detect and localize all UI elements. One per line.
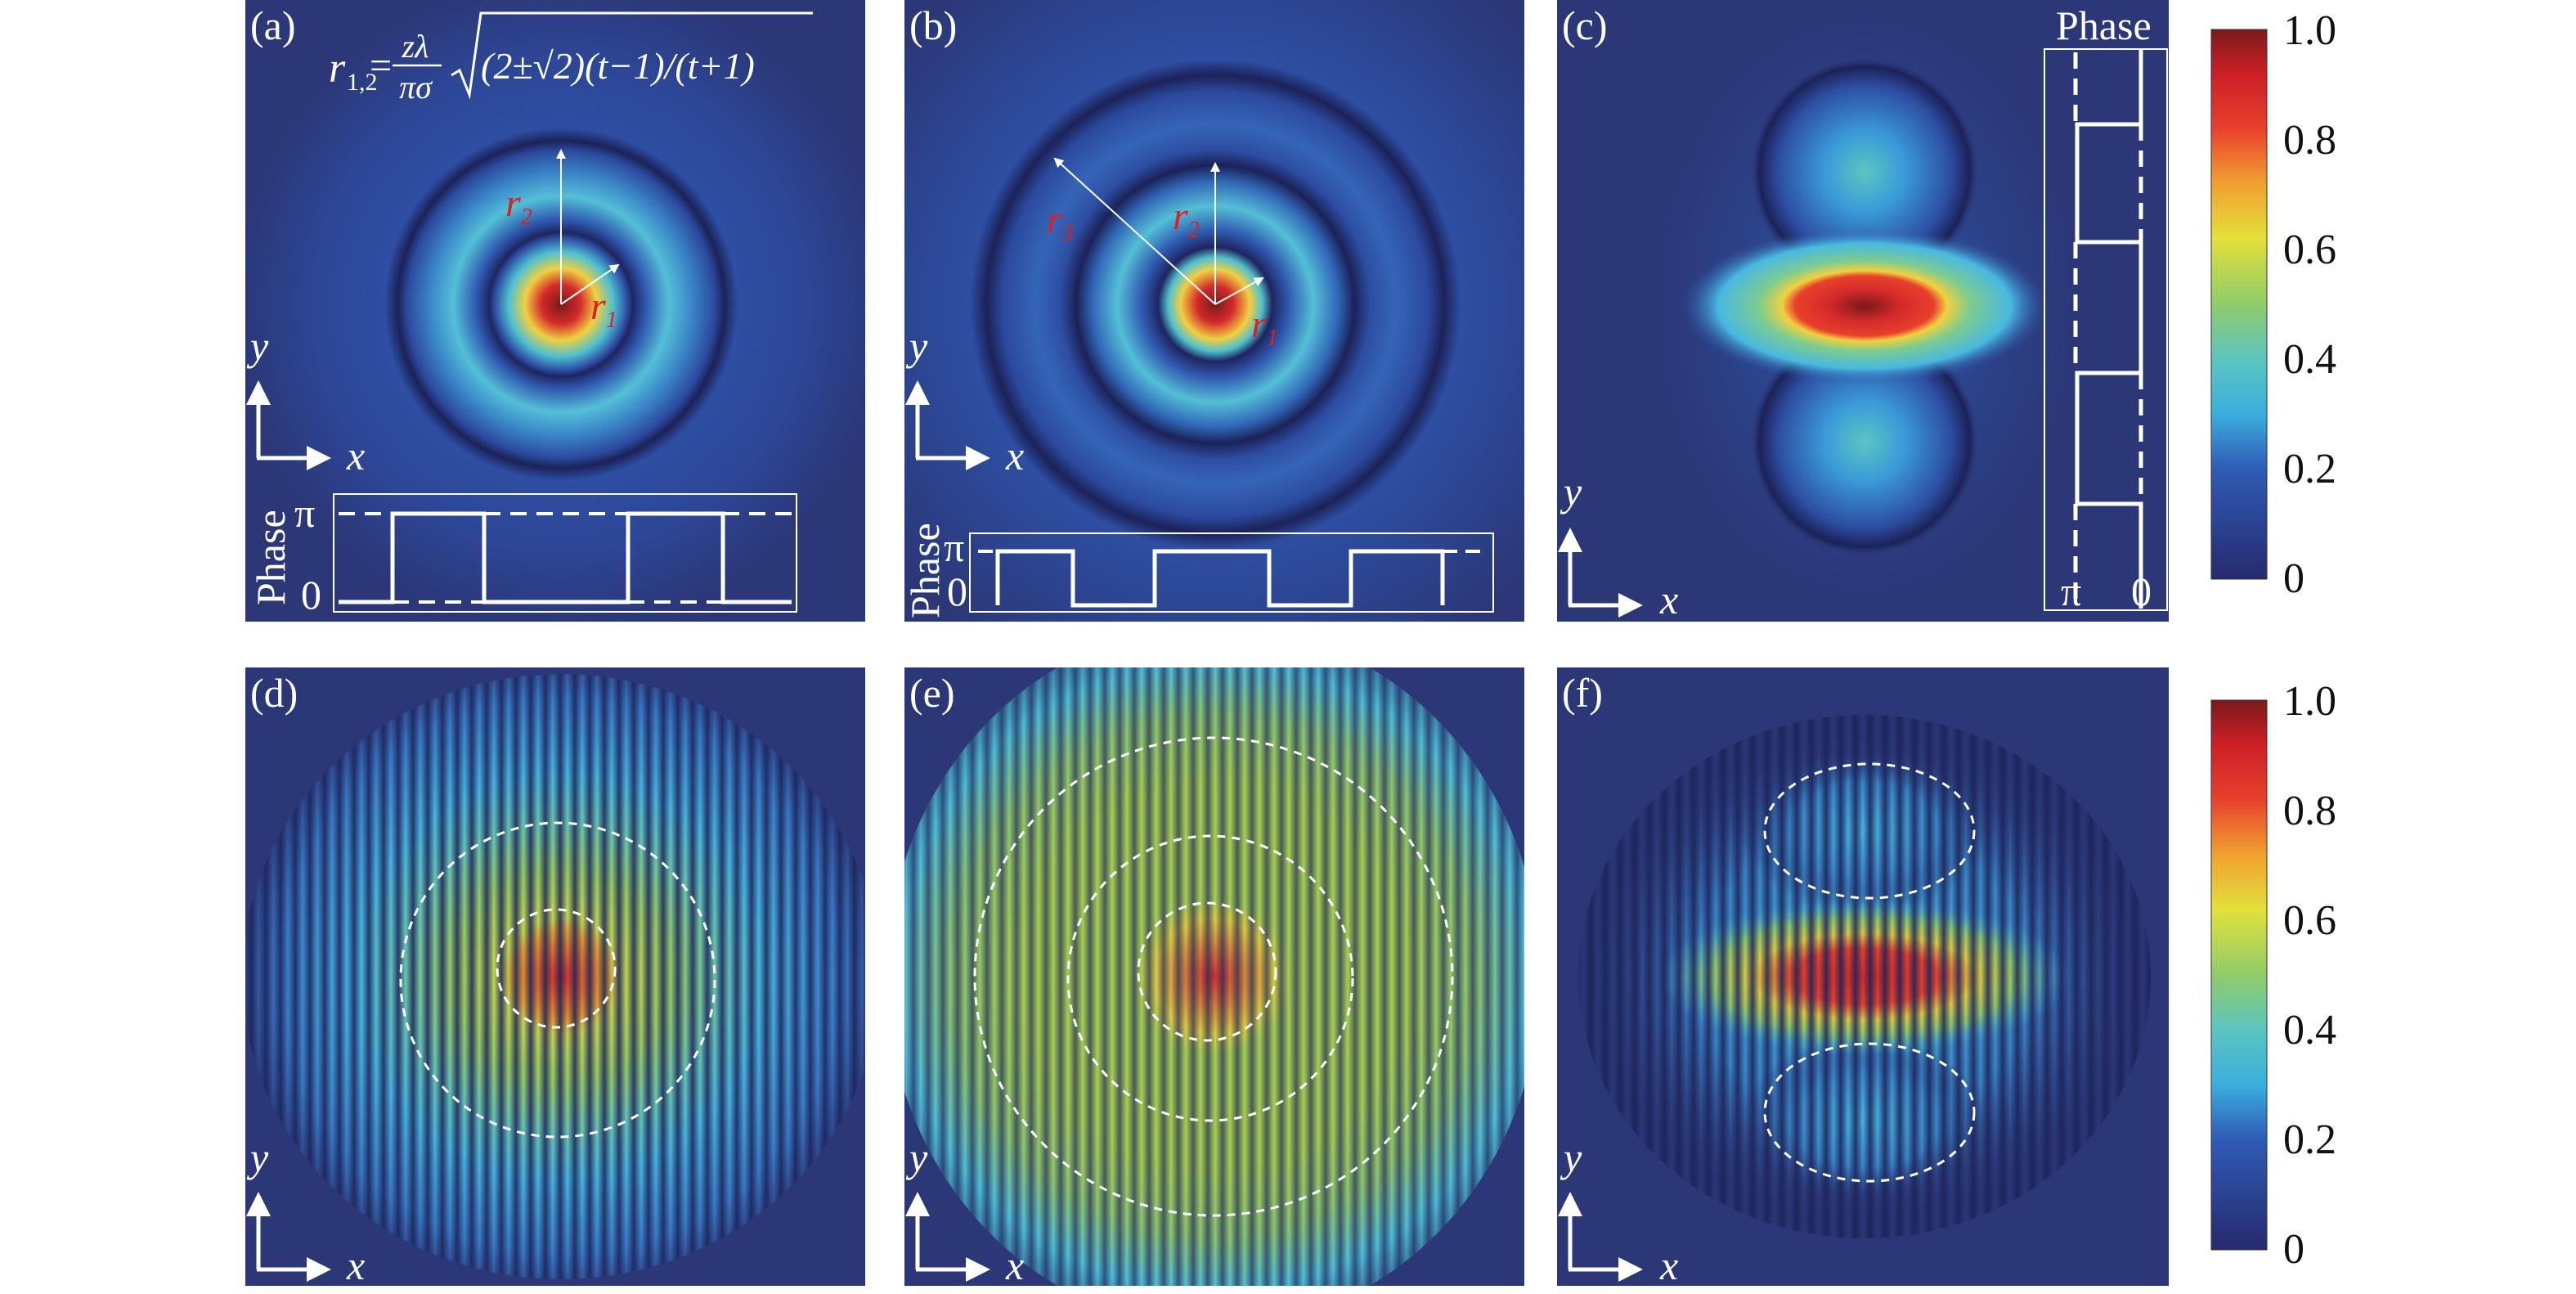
tick-0.6: 0.6	[2283, 227, 2336, 273]
tick-0.8: 0.8	[2283, 117, 2336, 164]
x-axis-label: x	[346, 433, 365, 479]
x-axis-label: x	[1005, 433, 1024, 479]
axes-indicator-b: y x	[905, 323, 1024, 479]
y-axis-label: y	[905, 323, 928, 369]
r3-arrow	[1053, 157, 1216, 305]
fringes-f	[1578, 715, 2151, 1238]
dashed-ring-outer	[399, 821, 716, 1139]
panel-f: (f) y x	[1557, 667, 2169, 1288]
x-axis-label: x	[346, 1242, 365, 1288]
r1-label-b: r1	[1251, 303, 1278, 351]
colorbar-top: 1.0 0.8 0.6 0.4 0.2 0	[2210, 7, 2336, 602]
phase-zero-label: 0	[947, 568, 967, 614]
x-axis-label: x	[1005, 1242, 1024, 1288]
panel-c: (c) y x Phase π 0	[1557, 0, 2169, 622]
y-axis-label: y	[246, 1134, 269, 1180]
tick-0.8: 0.8	[2283, 788, 2336, 834]
dashed-ellipse-upper	[1763, 762, 1976, 900]
phase-inset-a: π 0 Phase	[248, 490, 797, 618]
intensity-map-b	[904, 0, 1524, 622]
fringes-d	[245, 674, 865, 1279]
r2-label-b: r2	[1173, 195, 1200, 243]
phase-pi-label: π	[294, 490, 315, 536]
phase-zero-label: 0	[301, 572, 321, 618]
colorbar-ticks-top: 1.0 0.8 0.6 0.4 0.2 0	[2283, 7, 2336, 602]
tick-0.6: 0.6	[2283, 897, 2336, 944]
y-axis-label: y	[246, 323, 269, 369]
axes-indicator-f: y x	[1558, 1134, 1678, 1288]
phase-pi-label: π	[2061, 568, 2081, 614]
panel-label-c: (c)	[1562, 2, 1608, 48]
tick-0: 0	[2283, 1226, 2304, 1273]
lower-lobe	[1750, 327, 1979, 556]
axes-indicator-e: y x	[905, 1134, 1024, 1288]
tick-0.2: 0.2	[2283, 1117, 2336, 1163]
panel-a: (a) r 1,2 = zλ πσ (2±√2)(t−1)/(t+1) r2 r…	[245, 0, 865, 622]
axes-indicator-d: y x	[246, 1134, 365, 1288]
r1-arrow	[560, 263, 620, 305]
phase-zero-label: 0	[2131, 568, 2152, 614]
panel-b: (b) r3 r2 r1 y x π 0 Phase	[902, 0, 1524, 622]
tick-1.0: 1.0	[2283, 678, 2336, 725]
axes-indicator-c: y x	[1558, 469, 1678, 622]
tick-0: 0	[2283, 555, 2304, 602]
formula-denominator: πσ	[399, 69, 433, 106]
dashed-ring-inner	[1137, 901, 1277, 1042]
panel-d: (d) y x	[245, 667, 865, 1288]
r2-label: r2	[505, 182, 532, 230]
phase-title: Phase	[2056, 2, 2152, 48]
r1-arrow-b	[1214, 277, 1264, 305]
tick-0.2: 0.2	[2283, 446, 2336, 492]
y-axis-label: y	[905, 1134, 928, 1180]
formula-numerator: zλ	[402, 28, 429, 65]
formula-lhs-sub: 1,2	[347, 69, 378, 96]
x-axis-label: x	[1659, 1242, 1678, 1288]
panel-label-d: (d)	[250, 670, 298, 716]
phase-pi-label: π	[944, 524, 964, 570]
panel-label-b: (b)	[909, 2, 957, 48]
panel-label-f: (f)	[1562, 670, 1603, 716]
formula-equals: =	[370, 44, 392, 88]
panel-label-a: (a)	[250, 2, 296, 48]
central-spot	[1681, 227, 2048, 384]
colorbar-ticks-bottom: 1.0 0.8 0.6 0.4 0.2 0	[2283, 678, 2336, 1273]
r3-label: r3	[1047, 198, 1074, 246]
tick-1.0: 1.0	[2283, 7, 2336, 54]
y-axis-label: y	[1560, 1134, 1582, 1180]
x-axis-label: x	[1659, 577, 1678, 622]
intensity-map-a	[245, 0, 865, 622]
panel-label-e: (e)	[909, 670, 955, 716]
axes-indicator-a: y x	[246, 323, 365, 479]
colorbar-bottom: 1.0 0.8 0.6 0.4 0.2 0	[2210, 678, 2336, 1273]
formula-lhs: r	[329, 45, 346, 92]
phase-inset-b: π 0 Phase	[902, 523, 1494, 618]
dashed-ring-middle	[1066, 834, 1354, 1122]
dashed-ring-inner	[496, 908, 617, 1029]
phase-title: Phase	[902, 523, 948, 618]
fringes-e	[904, 667, 1524, 1286]
formula: r 1,2 = zλ πσ (2±√2)(t−1)/(t+1)	[329, 11, 813, 106]
r1-label: r1	[590, 285, 617, 333]
tick-0.4: 0.4	[2283, 1007, 2336, 1054]
dashed-ellipse-lower	[1763, 1042, 1976, 1183]
panel-e: (e) y x	[904, 667, 1524, 1288]
upper-lobe	[1750, 57, 1979, 286]
phase-inset-c: Phase π 0	[2044, 2, 2168, 614]
formula-radicand: (2±√2)(t−1)/(t+1)	[481, 45, 755, 87]
y-axis-label: y	[1560, 469, 1582, 514]
dashed-ring-outer	[973, 736, 1454, 1217]
phase-title: Phase	[248, 510, 294, 605]
tick-0.4: 0.4	[2283, 336, 2336, 383]
